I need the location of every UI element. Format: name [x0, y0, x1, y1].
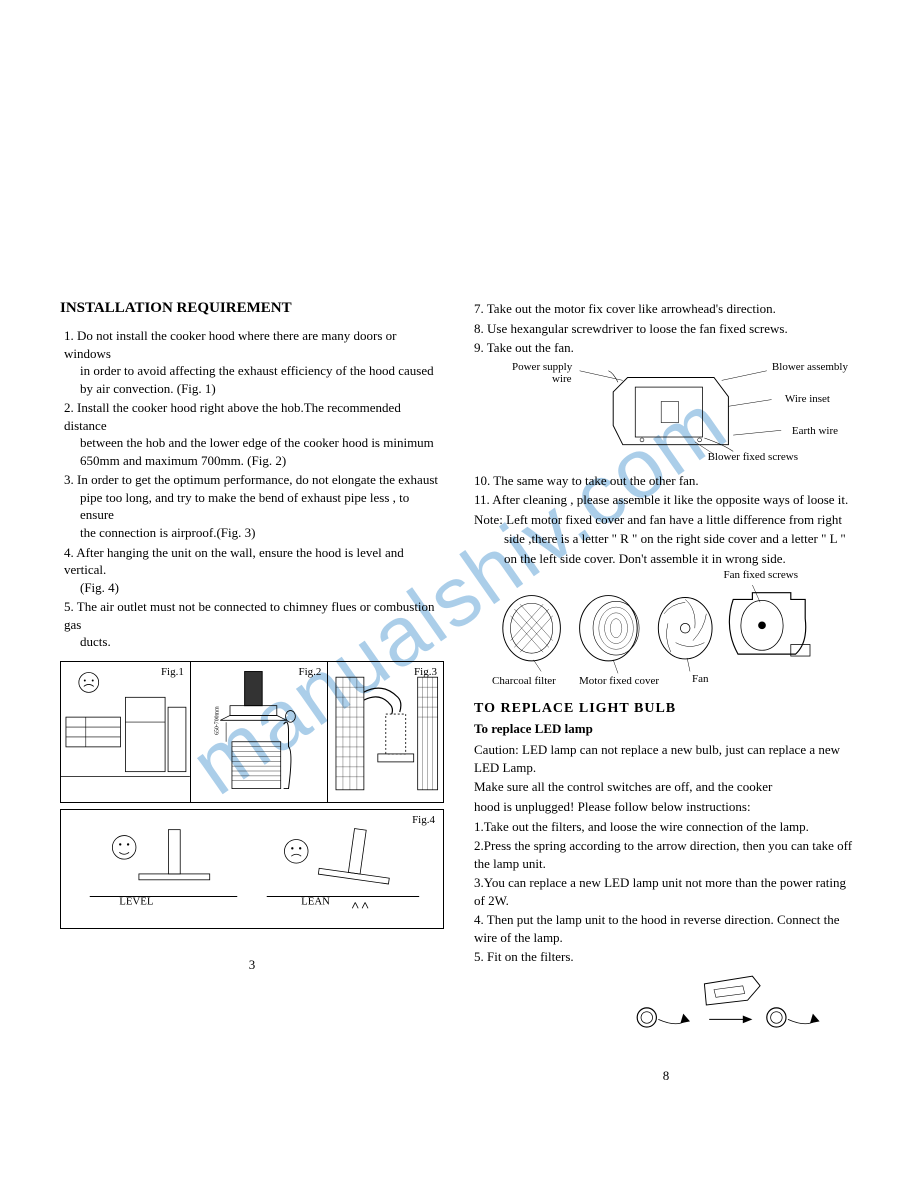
bulb-line: Make sure all the control switches are o…	[474, 778, 858, 796]
item-line: in order to avoid affecting the exhaust …	[64, 362, 444, 380]
label-blower-assembly: Blower assembly	[772, 361, 848, 373]
label-wire: wire	[552, 373, 572, 385]
item-num: 3.	[64, 472, 74, 487]
page-spread: INSTALLATION REQUIREMENT 1. Do not insta…	[0, 0, 918, 1144]
level-label: LEVEL	[119, 895, 153, 907]
step-7: 7. Take out the motor fix cover like arr…	[474, 300, 858, 318]
install-item-3: 3. In order to get the optimum performan…	[64, 471, 444, 541]
bulb-heading: TO REPLACE LIGHT BULB	[474, 701, 858, 717]
step-9: 9. Take out the fan.	[474, 339, 858, 357]
exploded-view: Fan fixed screws Charcoal filter Motor f…	[474, 573, 858, 693]
item-line: ducts.	[64, 633, 444, 651]
lean-label: LEAN	[301, 895, 330, 907]
install-item-2: 2. Install the cooker hood right above t…	[64, 399, 444, 469]
item-line: After hanging the unit on the wall, ensu…	[64, 545, 404, 578]
item-line: Install the cooker hood right above the …	[64, 400, 401, 433]
item-line: pipe too long, and try to make the bend …	[64, 489, 444, 524]
fig2-drawing: 650-700mm	[191, 662, 328, 802]
bulb-line: 4. Then put the lamp unit to the hood in…	[474, 911, 858, 946]
item-num: 2.	[64, 400, 74, 415]
label-power-supply: Power supply	[512, 361, 572, 373]
label-blower-screws: Blower fixed screws	[708, 451, 798, 463]
figure-box-top: Fig.1 F	[60, 661, 444, 803]
item-line: 650mm and maximum 700mm. (Fig. 2)	[64, 452, 444, 470]
figure-box-bottom: Fig.4 LEVEL LEAN	[60, 809, 444, 929]
label-wire-inset: Wire inset	[785, 393, 830, 405]
note-line-3: on the left side cover. Don't assemble i…	[474, 550, 858, 568]
item-num: 5.	[64, 599, 74, 614]
fig4-label: Fig.4	[412, 814, 435, 826]
fig3-drawing	[328, 662, 443, 802]
bulb-line: 5. Fit on the filters.	[474, 948, 858, 966]
install-item-4: 4. After hanging the unit on the wall, e…	[64, 544, 444, 597]
fig1-label: Fig.1	[161, 666, 184, 678]
fig2-cell: Fig.2	[191, 662, 329, 802]
item-line: by air convection. (Fig. 1)	[64, 380, 444, 398]
svg-text:650-700mm: 650-700mm	[214, 706, 220, 735]
item-line: the connection is airproof.(Fig. 3)	[64, 524, 444, 542]
step-8: 8. Use hexangular screwdriver to loose t…	[474, 320, 858, 338]
fig4-drawing: LEVEL LEAN	[61, 810, 443, 928]
label-earth-wire: Earth wire	[792, 425, 838, 437]
fig2-label: Fig.2	[298, 666, 321, 678]
step-11: 11. After cleaning , please assemble it …	[474, 491, 858, 509]
item-line: between the hob and the lower edge of th…	[64, 434, 444, 452]
fig1-drawing	[61, 662, 190, 802]
right-column: 7. Take out the motor fix cover like arr…	[474, 300, 858, 1084]
item-num: 4.	[64, 545, 74, 560]
label-fan: Fan	[692, 673, 709, 685]
bulb-subheading: To replace LED lamp	[474, 721, 858, 737]
note-line-2: side ,there is a letter " R " on the rig…	[474, 530, 858, 548]
label-motor-cover: Motor fixed cover	[579, 675, 659, 687]
blower-diagram: Power supply wire Blower assembly Wire i…	[474, 361, 858, 466]
bulb-line: 3.You can replace a new LED lamp unit no…	[474, 874, 858, 909]
fig1-cell: Fig.1	[61, 662, 191, 802]
installation-heading: INSTALLATION REQUIREMENT	[60, 300, 444, 317]
item-line: (Fig. 4)	[64, 579, 444, 597]
label-charcoal: Charcoal filter	[492, 675, 556, 687]
left-page-number: 3	[60, 957, 444, 973]
note-line-1: Note: Left motor fixed cover and fan hav…	[474, 511, 858, 529]
right-page-number: 8	[474, 1068, 858, 1084]
install-item-5: 5. The air outlet must not be connected …	[64, 598, 444, 651]
fig3-label: Fig.3	[414, 666, 437, 678]
item-line: Do not install the cooker hood where the…	[64, 328, 396, 361]
left-column: INSTALLATION REQUIREMENT 1. Do not insta…	[60, 300, 444, 1084]
item-line: The air outlet must not be connected to …	[64, 599, 435, 632]
bulb-line: 1.Take out the filters, and loose the wi…	[474, 818, 858, 836]
lamp-diagram	[474, 970, 858, 1040]
bulb-line: 2.Press the spring according to the arro…	[474, 837, 858, 872]
step-10: 10. The same way to take out the other f…	[474, 472, 858, 490]
fig3-cell: Fig.3	[328, 662, 443, 802]
label-fan-screws: Fan fixed screws	[723, 569, 798, 581]
item-num: 1.	[64, 328, 74, 343]
bulb-line: Caution: LED lamp can not replace a new …	[474, 741, 858, 776]
bulb-line: hood is unplugged! Please follow below i…	[474, 798, 858, 816]
item-line: In order to get the optimum performance,…	[77, 472, 438, 487]
install-item-1: 1. Do not install the cooker hood where …	[64, 327, 444, 397]
